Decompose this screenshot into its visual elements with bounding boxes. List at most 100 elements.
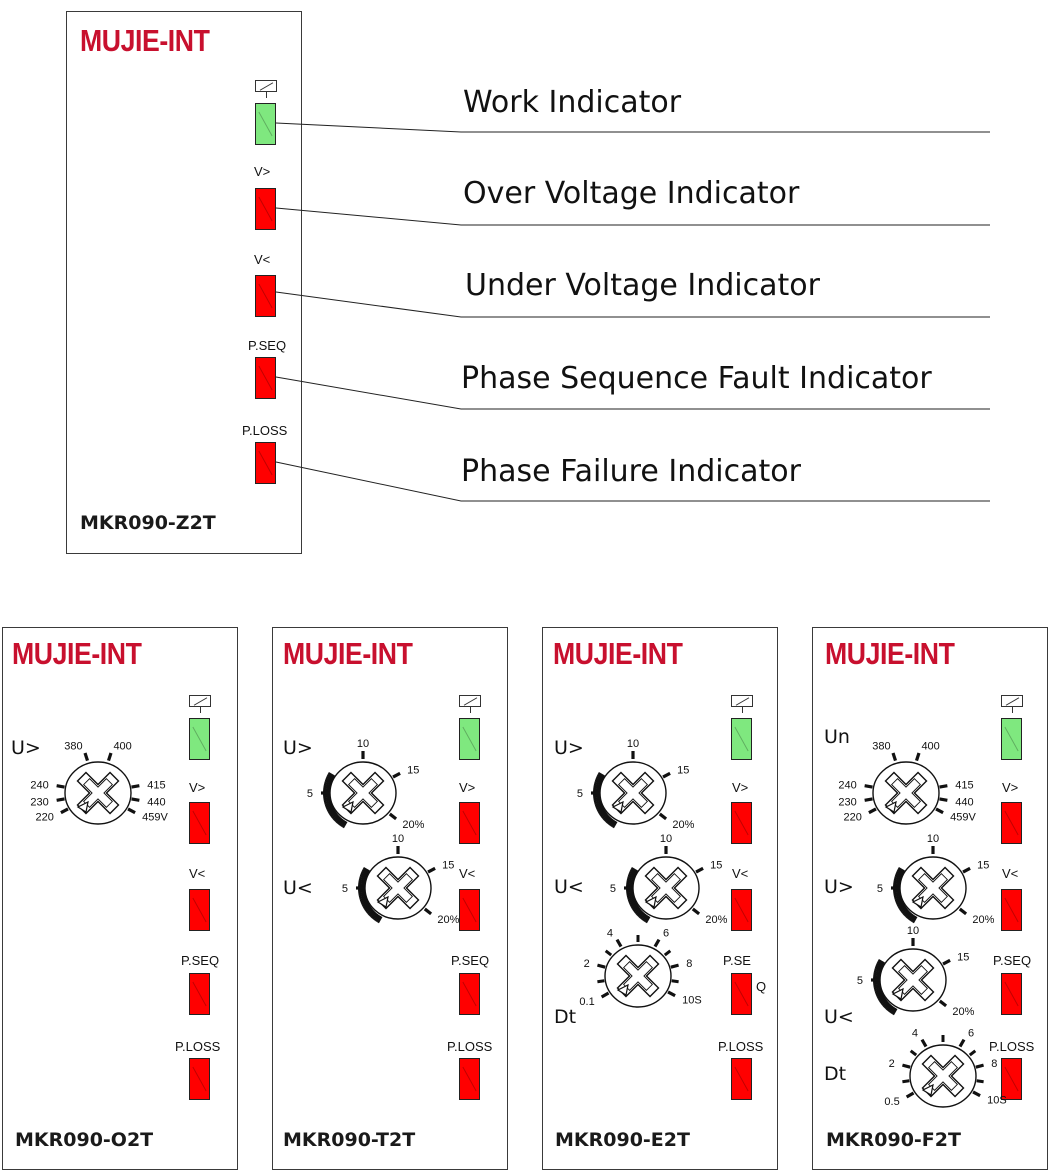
knob-scale-label: 380 [872, 740, 890, 752]
knob-scale-tick [662, 771, 671, 779]
phase-sequence-led [189, 973, 210, 1015]
knob-scale-label: 10S [682, 994, 702, 1006]
under-voltage-knob[interactable]: 5 10 15 20% [610, 833, 728, 938]
knob-scale-tick [868, 807, 877, 815]
led-label-over-voltage: V> [254, 164, 271, 179]
knob-scale-tick [920, 1038, 928, 1048]
knob-scale-tick [958, 1038, 966, 1048]
knob-body [329, 761, 397, 825]
led-glare-mark [1004, 810, 1019, 836]
knob-scale-tick [905, 1091, 915, 1099]
phase-loss-led [731, 1058, 752, 1100]
knob-scale-label: 380 [64, 740, 82, 752]
led-glare-mark [1004, 726, 1019, 752]
under-voltage-knob[interactable]: 5 10 15 20% [342, 833, 460, 938]
knob-scale-tick [667, 990, 676, 998]
knob-scale-tick [691, 907, 701, 916]
knob-scale-label: 20% [402, 819, 424, 831]
knob-range-arc [592, 772, 618, 829]
phase-sequence-led [255, 357, 276, 399]
led-glare-mark [734, 1066, 749, 1092]
led-glare-mark [192, 810, 207, 836]
led-label-under-voltage: V< [1002, 866, 1019, 881]
callout-work-indicator: Work Indicator [463, 85, 682, 120]
knob-body [632, 856, 700, 920]
knob-pointer-icon [376, 895, 389, 908]
knob-scale-tick [423, 907, 433, 916]
under-voltage-led [189, 889, 210, 931]
knob-body [364, 856, 432, 920]
main-relay-panel: MUJIE-INT V> V< P.SEQ P.LOSS MKR090-Z2T [66, 11, 302, 554]
led-label-phase-sequence: P.SEQ [451, 953, 490, 968]
knob-pointer-icon [644, 895, 657, 908]
knob-scale-tick [106, 752, 113, 762]
knob-scale-tick [935, 807, 944, 815]
knob-scale-label: 4 [912, 1028, 918, 1040]
knob-scale-label: 6 [663, 928, 669, 940]
over-voltage-knob[interactable]: 5 10 15 20% [577, 738, 695, 843]
work-indicator-led [255, 103, 276, 145]
rated-voltage-knob[interactable]: 220 230 240 380 400 415 440 459V [838, 740, 977, 843]
knob-label-under-voltage: U< [824, 1006, 854, 1028]
knob-scale-label: 230 [30, 797, 48, 809]
knob-scale-tick [670, 963, 679, 969]
knob-scale-label: 230 [838, 797, 856, 809]
knob-scale-label: 15 [957, 952, 969, 964]
knob-scale-label: 10 [927, 833, 939, 845]
knob-scale-tick [972, 1090, 981, 1098]
knob-scale-label: 20% [972, 914, 994, 926]
knob-scale-tick [891, 752, 898, 762]
led-label-phase-sequence: P.SEQ [181, 953, 220, 968]
led-label-phase-sequence: P.SEQ [248, 338, 287, 353]
over-voltage-led [459, 802, 480, 844]
knob-pointer-icon [884, 800, 897, 813]
knob-scale-label: 5 [610, 883, 616, 895]
led-glare-mark [192, 981, 207, 1007]
led-label-phase-sequence-b: Q [756, 979, 767, 994]
delay-time-knob[interactable]: 0.1 2 4 6 8 10S [579, 926, 701, 1026]
led-glare-mark [462, 810, 477, 836]
delay-time-knob[interactable]: 0.5 2 4 6 8 10S [884, 1026, 1006, 1126]
knob-minor-ticks [597, 935, 679, 984]
knob-label-delay-time: Dt [824, 1063, 847, 1085]
knob-range-arc [892, 867, 918, 924]
knob-scale-label: 20% [705, 914, 727, 926]
knob-scale-tick [653, 938, 661, 948]
knob-scale-tick [131, 784, 140, 789]
knob-scale-tick [388, 812, 398, 821]
knob-label-under-voltage: U< [554, 876, 584, 898]
knob-scale-label: 220 [35, 811, 53, 823]
under-voltage-knob[interactable]: 5 10 15 20% [857, 925, 975, 1030]
knob-scale-label: 10 [907, 925, 919, 937]
knob-label-under-voltage: U< [283, 877, 313, 899]
knob-scale-label: 20% [672, 819, 694, 831]
knob-scale-label: 400 [921, 740, 939, 752]
led-label-under-voltage: V< [189, 866, 206, 881]
knob-range-arc [872, 959, 898, 1016]
knob-scale-label: 6 [968, 1028, 974, 1040]
over-voltage-knob[interactable]: 5 10 15 20% [307, 738, 425, 843]
led-glare-mark [258, 196, 273, 222]
work-indicator-led [1001, 718, 1022, 760]
brand-logo: MUJIE-INT [80, 23, 210, 58]
callout-phase-failure: Phase Failure Indicator [461, 454, 801, 489]
knob-scale-label: 5 [342, 883, 348, 895]
knob-scale-tick [60, 807, 69, 815]
knob-pointer-icon [611, 800, 624, 813]
relay-coil-icon [1001, 695, 1023, 713]
phase-sequence-led [459, 973, 480, 1015]
knob-scale-label: 240 [838, 779, 856, 791]
over-voltage-knob[interactable]: 5 10 15 20% [877, 833, 995, 938]
led-glare-mark [734, 981, 749, 1007]
voltage-selector-knob[interactable]: 220 230 240 380 400 415 440 459V [30, 740, 169, 843]
knob-body [872, 761, 940, 825]
phase-loss-led [459, 1058, 480, 1100]
knob-scale-label: 10 [392, 833, 404, 845]
led-glare-mark [734, 897, 749, 923]
led-glare-mark [192, 726, 207, 752]
knob-scale-label: 20% [952, 1006, 974, 1018]
knob-scale-label: 2 [584, 958, 590, 970]
led-glare-mark [1004, 897, 1019, 923]
led-label-phase-loss: P.LOSS [718, 1039, 764, 1054]
knob-scale-tick [56, 797, 65, 802]
